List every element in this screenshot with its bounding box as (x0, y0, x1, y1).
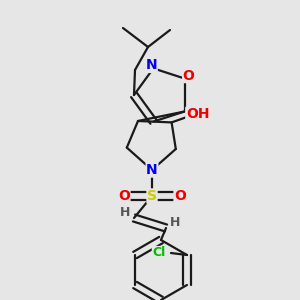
Text: H: H (170, 217, 180, 230)
Text: O: O (118, 189, 130, 203)
Text: OH: OH (186, 107, 209, 122)
Text: N: N (146, 163, 158, 177)
Text: Cl: Cl (152, 247, 166, 260)
Text: S: S (147, 189, 157, 203)
Text: H: H (120, 206, 130, 220)
Text: N: N (146, 58, 157, 72)
Text: O: O (183, 68, 195, 83)
Text: O: O (174, 189, 186, 203)
